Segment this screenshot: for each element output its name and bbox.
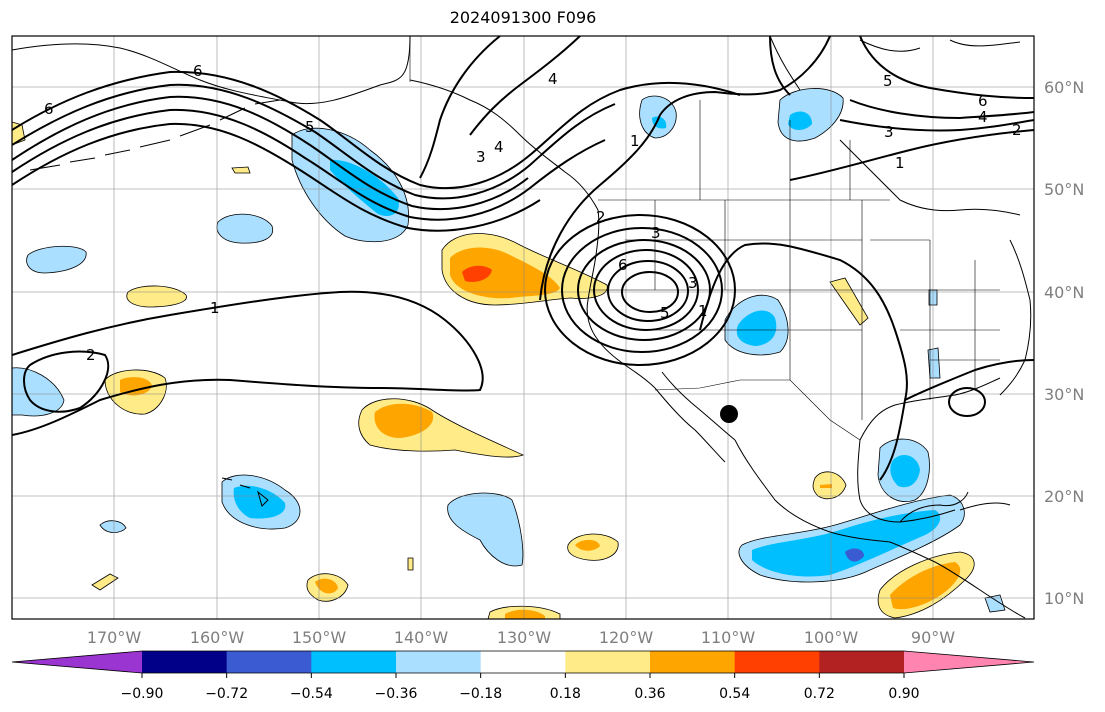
shade-light-blue: [447, 492, 524, 567]
contour-label: 1: [895, 154, 905, 172]
lon-label: 150°W: [292, 628, 347, 647]
colorbar-swatch: [819, 651, 905, 673]
shade-orange: [315, 578, 338, 594]
shade-orange: [575, 539, 600, 551]
colorbar-swatch: [396, 651, 482, 673]
colorbar-swatch: [142, 651, 228, 673]
longitude-labels: 170°W 160°W 150°W 140°W 130°W 120°W 110°…: [87, 628, 955, 647]
contours: [12, 36, 1034, 481]
shade-orange: [450, 247, 560, 299]
colorbar-extend-high: [904, 651, 1034, 673]
contour-label: 5: [305, 118, 315, 136]
shade-orange: [820, 484, 832, 488]
shade-yellow: [91, 573, 119, 591]
colorbar-tick-label: 0.36: [634, 686, 665, 702]
colorbar-swatch: [734, 651, 820, 673]
shade-blue: [752, 510, 941, 577]
shade-light-blue: [216, 213, 274, 244]
shade-purple: [845, 548, 864, 562]
shade-orange: [890, 562, 961, 610]
location-marker: [720, 405, 738, 423]
contour-label: 2: [1012, 121, 1022, 139]
contour-label: 2: [86, 346, 96, 364]
shade-yellow: [231, 166, 251, 174]
colorbar-tick-label: 0.90: [888, 686, 919, 702]
contour-label: 3: [884, 123, 894, 141]
contour-label: 6: [978, 92, 988, 110]
lon-label: 120°W: [599, 628, 654, 647]
contour-label: 5: [883, 72, 893, 90]
lat-label: 20°N: [1044, 487, 1084, 506]
lon-label: 170°W: [87, 628, 142, 647]
contour-label: 3: [476, 148, 486, 166]
contour-label: 6: [618, 256, 628, 274]
lon-label: 100°W: [804, 628, 859, 647]
colorbar-swatch: [650, 651, 736, 673]
shade-light-blue: [26, 245, 87, 274]
shade-red: [462, 265, 492, 282]
shade-blue: [788, 111, 812, 130]
lon-label: 110°W: [701, 628, 756, 647]
contour-label: 6: [44, 100, 54, 118]
shade-light-blue: [99, 520, 127, 533]
latitude-labels: 60°N 50°N 40°N 30°N 20°N 10°N: [1044, 78, 1084, 608]
lon-label: 140°W: [394, 628, 449, 647]
contour-label: 4: [978, 108, 988, 126]
contour-label: 3: [688, 274, 698, 292]
shade-blue: [330, 159, 399, 217]
shade-yellow: [407, 557, 414, 571]
lon-label: 160°W: [190, 628, 245, 647]
shade-light-blue: [927, 347, 941, 379]
shade-blue: [233, 485, 286, 519]
contour-label: 4: [494, 138, 504, 156]
shade-orange: [120, 377, 152, 396]
colorbar-swatch: [480, 651, 566, 673]
shade-yellow: [126, 285, 187, 308]
shade-blue: [890, 455, 920, 488]
lat-label: 30°N: [1044, 385, 1084, 404]
political-borders: [409, 36, 1000, 441]
contour-label: 1: [698, 302, 708, 320]
colorbar-tick-label: 0.72: [804, 686, 835, 702]
lat-label: 60°N: [1044, 78, 1084, 97]
colorbar-tick-label: 0.18: [550, 686, 581, 702]
contour-label: 2: [596, 208, 606, 226]
map-title: 2024091300 F096: [449, 8, 597, 27]
contour-label: 1: [630, 132, 640, 150]
colorbar-tick-label: −0.90: [121, 686, 164, 702]
lon-label: 90°W: [911, 628, 955, 647]
contour-labels: 6 6 5 5 4 4 4 3 3 3 3 2 2 2 1 1 1 1 6 6 …: [44, 62, 1022, 364]
shaded-anomalies: [12, 88, 1006, 619]
lat-label: 50°N: [1044, 180, 1084, 199]
lon-label: 130°W: [497, 628, 552, 647]
shade-orange: [505, 609, 545, 619]
colorbar-tick-label: −0.54: [290, 686, 333, 702]
lat-label: 40°N: [1044, 283, 1084, 302]
shade-light-blue: [984, 594, 1006, 613]
contour-label: 3: [651, 224, 661, 242]
colorbar-extend-low: [12, 651, 142, 673]
shade-orange: [374, 403, 434, 438]
map-frame: [11, 35, 1035, 620]
contour-label: 6: [193, 62, 203, 80]
colorbar-tick-label: −0.18: [459, 686, 502, 702]
contour-label: 5: [660, 304, 670, 322]
colorbar-tick-label: 0.54: [719, 686, 750, 702]
colorbar-swatch: [226, 651, 312, 673]
colorbar-swatch: [565, 651, 651, 673]
shade-blue: [736, 310, 777, 346]
contour-label: 4: [548, 70, 558, 88]
colorbar-tick-label: −0.72: [205, 686, 248, 702]
colorbar-tick-label: −0.36: [375, 686, 418, 702]
contour-label: 1: [210, 299, 220, 317]
lat-label: 10°N: [1044, 589, 1084, 608]
colorbar: −0.90 −0.72 −0.54 −0.36 −0.18 0.18 0.36 0.54 0.7…: [11, 650, 1035, 702]
colorbar-swatch: [311, 651, 397, 673]
